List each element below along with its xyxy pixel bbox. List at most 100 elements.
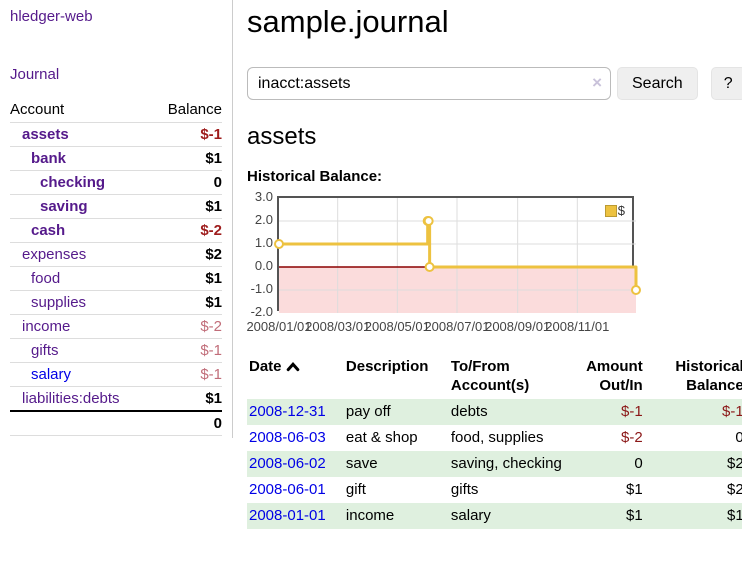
register-row: 2008-01-01 income salary $1 $1 bbox=[247, 503, 742, 529]
accounts-total-row: 0 bbox=[10, 410, 222, 436]
x-tick-label: 2008/11/01 bbox=[545, 319, 610, 334]
transaction-balance: 0 bbox=[735, 429, 742, 446]
search-bar: × Search ? bbox=[247, 67, 742, 100]
account-balance: $1 bbox=[151, 194, 222, 219]
account-link-gifts[interactable]: gifts bbox=[31, 342, 59, 359]
account-link-liabilities-debts[interactable]: liabilities:debts bbox=[22, 390, 120, 407]
y-tick-label: -1.0 bbox=[250, 281, 273, 296]
sort-ascending-icon bbox=[286, 361, 299, 372]
transaction-balance: $2 bbox=[727, 455, 742, 472]
account-balance: $-1 bbox=[151, 122, 222, 147]
account-balance: $1 bbox=[151, 146, 222, 171]
account-link-bank[interactable]: bank bbox=[31, 150, 67, 167]
transaction-accounts: debts bbox=[450, 403, 488, 420]
transaction-accounts: saving, checking bbox=[450, 455, 562, 472]
account-balance: $1 bbox=[151, 386, 222, 412]
transaction-date-link[interactable]: 2008-06-02 bbox=[249, 455, 326, 472]
account-row: salary $-1 bbox=[10, 362, 222, 387]
accounts-col-account: Account bbox=[10, 98, 152, 123]
accounts-total-value: 0 bbox=[151, 410, 222, 436]
x-tick-label: 2008/05/01 bbox=[364, 319, 430, 334]
search-input[interactable] bbox=[247, 67, 611, 100]
transaction-date-link[interactable]: 2008-12-31 bbox=[249, 403, 326, 420]
account-row: cash $-2 bbox=[10, 218, 222, 243]
transaction-balance: $2 bbox=[727, 481, 742, 498]
account-row: assets $-1 bbox=[10, 122, 222, 147]
chart-canvas bbox=[274, 198, 641, 313]
transaction-description: save bbox=[345, 455, 378, 472]
account-row: bank $1 bbox=[10, 146, 222, 171]
account-heading: assets bbox=[247, 123, 317, 150]
transaction-balance: $1 bbox=[727, 507, 742, 524]
transaction-accounts: gifts bbox=[450, 481, 479, 498]
account-balance: $1 bbox=[151, 266, 222, 291]
transaction-amount: 0 bbox=[634, 455, 643, 472]
account-row: income $-2 bbox=[10, 314, 222, 339]
sidebar-item-journal[interactable]: Journal bbox=[10, 66, 60, 83]
register-row: 2008-12-31 pay off debts $-1 $-1 bbox=[247, 399, 742, 425]
account-row: expenses $2 bbox=[10, 242, 222, 267]
legend-label: $ bbox=[617, 203, 625, 218]
account-link-assets[interactable]: assets bbox=[22, 126, 69, 143]
app: hledger-web Journal Account Balance asse… bbox=[0, 0, 742, 529]
register-col-date[interactable]: Date bbox=[247, 353, 344, 399]
transaction-date-link[interactable]: 2008-06-01 bbox=[249, 481, 326, 498]
chart-plot: $ bbox=[274, 196, 641, 313]
account-row: liabilities:debts $1 bbox=[10, 386, 222, 412]
account-link-expenses[interactable]: expenses bbox=[22, 246, 87, 263]
register-col-amount: Amount Out/In bbox=[586, 358, 643, 394]
sidebar: hledger-web Journal Account Balance asse… bbox=[0, 0, 233, 438]
search-button[interactable]: Search bbox=[617, 67, 698, 100]
register-row: 2008-06-01 gift gifts $1 $2 bbox=[247, 477, 742, 503]
x-tick-label: 2008/07/01 bbox=[424, 319, 490, 334]
account-balance: $-1 bbox=[151, 362, 222, 387]
main-content: sample.journal × Search ? assets Histori… bbox=[233, 0, 742, 529]
register-col-balance: Historical Balance bbox=[675, 358, 742, 394]
x-tick-label: 2008/09/01 bbox=[485, 319, 551, 334]
transaction-amount: $1 bbox=[626, 481, 643, 498]
transaction-date-link[interactable]: 2008-01-01 bbox=[249, 507, 326, 524]
register-col-description: Description bbox=[345, 358, 429, 375]
account-balance: 0 bbox=[151, 170, 222, 195]
transaction-description: eat & shop bbox=[345, 429, 418, 446]
account-link-saving[interactable]: saving bbox=[40, 198, 88, 215]
x-tick-label: 2008/01/01 bbox=[246, 319, 312, 334]
account-link-supplies[interactable]: supplies bbox=[31, 294, 87, 311]
chart-legend: $ bbox=[604, 203, 625, 218]
account-row: saving $1 bbox=[10, 194, 222, 219]
account-link-salary[interactable]: salary bbox=[31, 366, 72, 383]
transaction-description: pay off bbox=[345, 403, 391, 420]
register-table: Date Description To/From Account(s) Amoun… bbox=[247, 353, 742, 529]
transaction-balance: $-1 bbox=[722, 403, 742, 420]
register-row: 2008-06-02 save saving, checking 0 $2 bbox=[247, 451, 742, 477]
account-link-food[interactable]: food bbox=[31, 270, 61, 287]
account-row: gifts $-1 bbox=[10, 338, 222, 363]
account-balance: $-2 bbox=[151, 314, 222, 339]
account-link-checking[interactable]: checking bbox=[40, 174, 106, 191]
account-row: supplies $1 bbox=[10, 290, 222, 315]
transaction-amount: $-2 bbox=[621, 429, 643, 446]
account-balance: $-2 bbox=[151, 218, 222, 243]
transaction-amount: $1 bbox=[626, 507, 643, 524]
transaction-description: gift bbox=[345, 481, 366, 498]
historical-balance-chart: $ 3.0 2.0 1.0 0.0 -1.0 -2.0 2008/01/01 2008/03/… bbox=[246, 189, 742, 341]
brand-link[interactable]: hledger-web bbox=[10, 8, 93, 25]
chart-title: Historical Balance: bbox=[247, 168, 383, 185]
account-link-cash[interactable]: cash bbox=[31, 222, 66, 239]
register-row: 2008-06-03 eat & shop food, supplies $-2… bbox=[247, 425, 742, 451]
transaction-date-link[interactable]: 2008-06-03 bbox=[249, 429, 326, 446]
account-row: checking 0 bbox=[10, 170, 222, 195]
help-button[interactable]: ? bbox=[710, 67, 742, 100]
account-row: food $1 bbox=[10, 266, 222, 291]
account-balance: $2 bbox=[151, 242, 222, 267]
transaction-accounts: food, supplies bbox=[450, 429, 544, 446]
account-link-income[interactable]: income bbox=[22, 318, 71, 335]
clear-search-icon[interactable]: × bbox=[592, 73, 602, 92]
y-tick-label: -2.0 bbox=[250, 304, 273, 319]
register-col-accounts: To/From Account(s) bbox=[450, 358, 530, 394]
y-tick-label: 3.0 bbox=[254, 189, 273, 204]
account-balance: $-1 bbox=[151, 338, 222, 363]
y-tick-label: 0.0 bbox=[254, 258, 273, 273]
register-header-row: Date Description To/From Account(s) Amoun… bbox=[247, 353, 742, 399]
y-tick-label: 2.0 bbox=[254, 212, 273, 227]
